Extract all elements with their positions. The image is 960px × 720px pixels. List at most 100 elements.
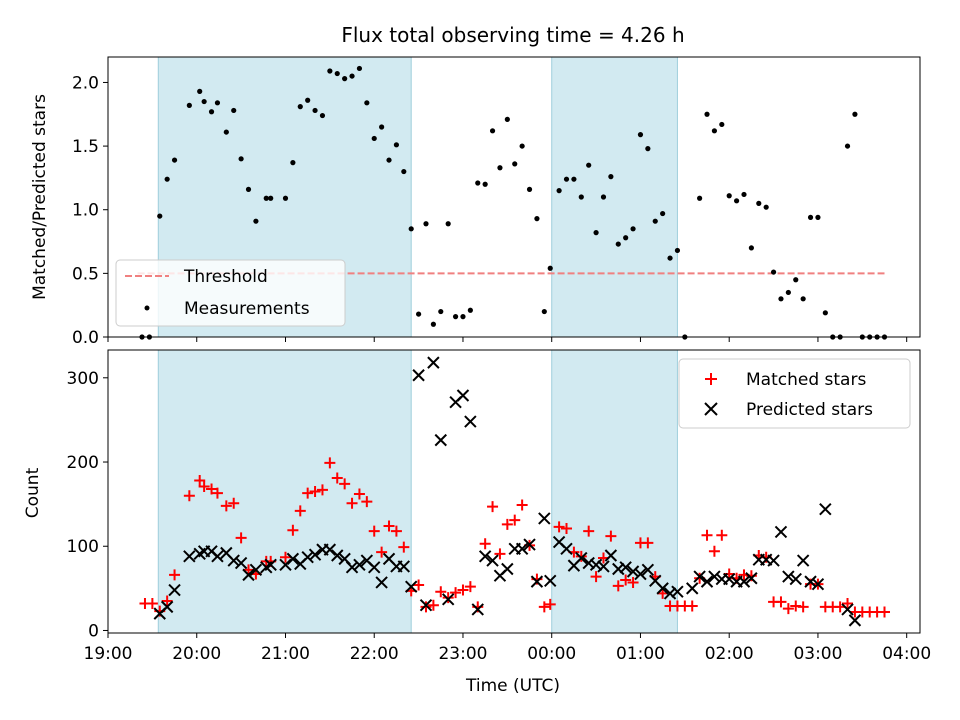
- measurement-point: [475, 180, 481, 186]
- matched-star-marker: [544, 598, 556, 610]
- measurement-point: [645, 146, 651, 152]
- measurement-point: [822, 310, 828, 316]
- x-tick-label: 00:00: [527, 644, 576, 664]
- bottom-legend: Matched stars Predicted stars: [678, 358, 911, 429]
- matched-star-marker: [316, 484, 328, 496]
- measurement-point: [563, 176, 570, 182]
- matched-star-marker: [376, 546, 388, 558]
- measurement-point: [238, 156, 244, 162]
- matched-star-marker: [494, 548, 506, 560]
- measurement-point: [556, 188, 562, 194]
- measurement-point: [748, 245, 754, 251]
- bottom-y-axis-label: Count: [23, 467, 43, 518]
- matched-star-marker: [220, 500, 232, 512]
- top-panel: 0.00.51.01.52.0 Matched/Predicted stars …: [30, 56, 921, 348]
- matched-star-marker: [161, 595, 173, 607]
- predicted-star-marker: [656, 582, 669, 595]
- shaded-interval: [551, 56, 678, 338]
- measurement-point: [778, 296, 784, 302]
- measurement-point: [201, 98, 207, 105]
- matched-star-marker: [442, 592, 454, 604]
- measurement-point: [578, 194, 584, 200]
- measurement-point: [800, 296, 806, 302]
- predicted-star-marker: [722, 572, 736, 586]
- matched-star-marker: [383, 520, 395, 532]
- matched-star-marker: [211, 487, 223, 499]
- matched-star-marker: [701, 529, 713, 541]
- predicted-star-marker: [663, 587, 677, 600]
- predicted-star-marker: [811, 577, 825, 591]
- matched-star-marker: [553, 521, 565, 533]
- matched-star-marker: [487, 501, 499, 513]
- matched-star-marker: [206, 483, 218, 495]
- matched-star-marker: [346, 497, 358, 509]
- matched-star-marker: [686, 600, 698, 612]
- matched-star-marker: [287, 524, 299, 536]
- top-y-tick-label: 1.5: [72, 137, 99, 157]
- measurement-point: [547, 265, 553, 271]
- top-y-tick-label: 0.0: [72, 328, 99, 348]
- predicted-star-marker: [486, 554, 499, 567]
- top-y-axis-label: Matched/Predicted stars: [30, 94, 50, 300]
- predicted-star-marker: [301, 550, 314, 564]
- measurement-point: [785, 289, 791, 296]
- matched-star-marker: [413, 579, 425, 591]
- measurement-point: [342, 76, 348, 82]
- measurement-point: [214, 100, 221, 106]
- matched-star-marker: [501, 518, 513, 530]
- matched-star-marker: [353, 488, 365, 500]
- measurement-point: [445, 221, 451, 227]
- measurement-point: [186, 102, 192, 108]
- shaded-interval: [157, 349, 412, 634]
- matched-star-marker: [279, 551, 291, 563]
- x-tick-label: 20:00: [172, 644, 221, 664]
- measurement-point: [408, 226, 414, 232]
- predicted-star-marker: [589, 558, 603, 571]
- measurement-point: [164, 176, 170, 182]
- chart-title: Flux total observing time = 4.26 h: [341, 23, 684, 47]
- measurement-point: [197, 88, 203, 94]
- matched-star-marker: [198, 480, 210, 492]
- measurement-point: [512, 161, 518, 167]
- measurement-point: [253, 218, 259, 224]
- measurement-point: [356, 65, 363, 72]
- predicted-star-marker: [264, 558, 277, 571]
- matched-star-marker: [590, 571, 602, 583]
- measurement-point: [733, 198, 740, 204]
- measurement-point: [637, 132, 644, 138]
- predicted-star-marker: [789, 572, 802, 586]
- measurement-point: [208, 109, 215, 115]
- matched-star-marker: [435, 586, 447, 598]
- predicted-star-marker: [641, 563, 655, 577]
- predicted-star-marker: [183, 550, 196, 563]
- predicted-star-marker: [819, 502, 832, 516]
- measurement-point: [223, 129, 229, 135]
- legend-matched-label: Matched stars: [746, 370, 866, 390]
- measurement-point: [379, 124, 385, 130]
- measurement-point: [844, 143, 851, 149]
- measurement-point: [489, 128, 496, 134]
- measurement-point: [416, 311, 422, 317]
- measurement-point: [452, 314, 459, 320]
- matched-star-marker: [842, 598, 854, 610]
- matched-star-marker: [605, 530, 617, 542]
- measurement-point: [327, 68, 333, 74]
- predicted-star-marker: [538, 512, 551, 525]
- predicted-star-marker: [249, 563, 263, 577]
- predicted-star-marker: [397, 560, 411, 573]
- legend-predicted-label: Predicted stars: [746, 400, 873, 420]
- matched-star-marker: [309, 486, 321, 497]
- matched-star-marker: [228, 497, 240, 509]
- measurement-point: [526, 186, 533, 192]
- x-tick-label: 02:00: [705, 644, 754, 664]
- bottom-y-tick-label: 200: [67, 453, 99, 473]
- predicted-star-marker: [323, 543, 337, 556]
- predicted-star-marker: [626, 565, 640, 578]
- predicted-star-marker: [774, 525, 788, 539]
- x-tick-label: 03:00: [793, 644, 842, 664]
- measurement-point: [697, 195, 703, 201]
- measurement-point: [171, 157, 178, 163]
- measurement-point: [319, 112, 326, 119]
- measurement-point: [401, 168, 407, 175]
- matched-star-marker: [561, 523, 573, 535]
